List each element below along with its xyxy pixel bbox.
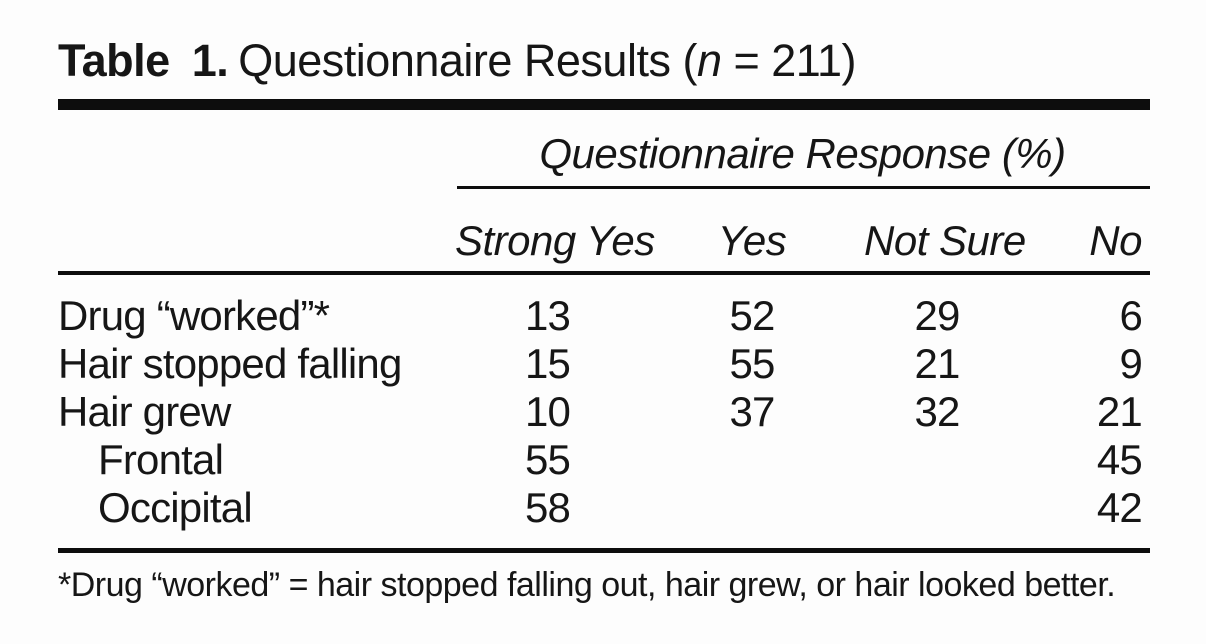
column-header-not-sure: Not Sure: [864, 217, 1026, 264]
cell-not-sure: 32: [914, 388, 960, 435]
table-row: Hair grew 10 37 32 21: [58, 388, 1150, 436]
column-header-row: Strong Yes Yes Not Sure No: [58, 217, 1150, 265]
sample-size-value: = 211): [721, 35, 856, 86]
table-row: Hair stopped falling 15 55 21 9: [58, 340, 1150, 388]
row-label-frontal: Frontal: [98, 436, 224, 483]
cell-no: 21: [1096, 388, 1143, 435]
table-title: Table 1. Questionnaire Results (n = 211): [58, 36, 856, 86]
table-footnote: *Drug “worked” = hair stopped falling ou…: [58, 566, 1116, 604]
cell-not-sure: 21: [914, 340, 960, 387]
cell-not-sure: [864, 484, 1010, 532]
column-header-yes: Yes: [717, 217, 787, 264]
cell-no: 42: [1096, 484, 1143, 531]
row-label-drug-worked: Drug “worked”*: [58, 292, 330, 339]
cell-yes: [640, 436, 864, 484]
top-rule: [58, 99, 1150, 110]
header-rule: [58, 271, 1150, 275]
cell-not-sure: [864, 436, 1010, 484]
row-label-hair-grew: Hair grew: [58, 388, 231, 435]
column-header-no: No: [1089, 217, 1142, 264]
cell-strong-yes: 13: [524, 292, 571, 339]
table-row: Frontal 55 45: [58, 436, 1150, 484]
row-label-occipital: Occipital: [98, 484, 253, 531]
column-spanner-heading: Questionnaire Response (%): [539, 130, 1066, 177]
column-header-strong-yes: Strong Yes: [455, 217, 655, 264]
cell-yes: 55: [729, 340, 775, 387]
row-label-header-spacer: [58, 217, 455, 265]
spanner-rule: [457, 186, 1150, 189]
cell-yes: [640, 484, 864, 532]
cell-yes: 37: [729, 388, 775, 435]
cell-strong-yes: 15: [524, 340, 571, 387]
table-body: Drug “worked”* 13 52 29 6 Hair stopped f…: [58, 292, 1150, 532]
table-row: Occipital 58 42: [58, 484, 1150, 532]
cell-strong-yes: 58: [524, 484, 571, 531]
table-title-text: Questionnaire Results (: [238, 35, 697, 86]
cell-strong-yes: 10: [524, 388, 571, 435]
table-number-label: Table 1.: [58, 35, 229, 86]
cell-no: 9: [1119, 340, 1142, 387]
row-label-hair-stopped-falling: Hair stopped falling: [58, 340, 402, 387]
cell-no: 45: [1096, 436, 1143, 483]
cell-strong-yes: 55: [524, 436, 571, 483]
bottom-rule: [58, 548, 1150, 553]
cell-no: 6: [1119, 292, 1142, 339]
cell-not-sure: 29: [914, 292, 960, 339]
sample-size-symbol: n: [696, 35, 722, 86]
cell-yes: 52: [729, 292, 775, 339]
table-row: Drug “worked”* 13 52 29 6: [58, 292, 1150, 340]
